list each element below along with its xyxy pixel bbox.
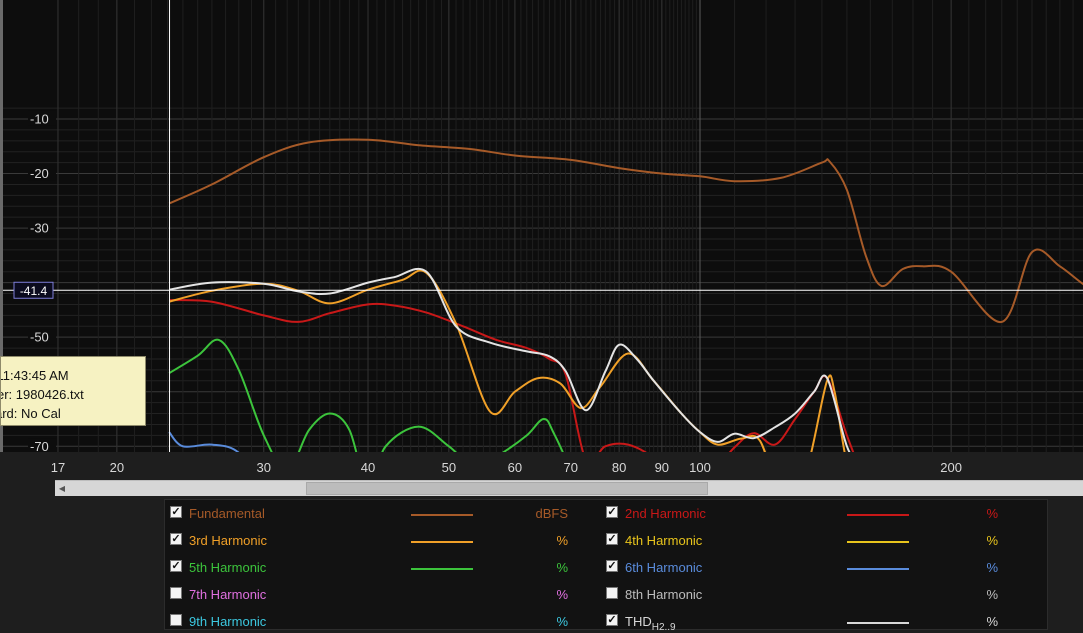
x-axis: 172030405060708090100200300400 — [0, 452, 1083, 480]
legend-swatch-thd — [847, 622, 909, 624]
legend-unit-6th-harmonic: % — [986, 560, 998, 575]
legend-swatch-3rd-harmonic — [411, 541, 473, 543]
legend-name-text: 5th Harmonic — [189, 560, 267, 575]
y-tick-bg — [28, 438, 56, 454]
y-tick-label: -50 — [30, 330, 49, 345]
legend-unit-9th-harmonic: % — [556, 614, 568, 629]
legend-label-fundamental: Fundamental — [189, 506, 265, 521]
legend-checkbox-fundamental[interactable]: ✓ — [170, 506, 182, 518]
y-tick-bg — [28, 329, 56, 345]
y-tick-label: -10 — [30, 111, 49, 126]
legend-item-4th-harmonic: ✓ 4th Harmonic% — [601, 530, 1041, 550]
legend-checkbox-6th-harmonic[interactable]: ✓ — [606, 560, 618, 572]
y-tick-label: -70 — [30, 439, 49, 454]
y-tick-bg — [28, 165, 56, 181]
legend-item-6th-harmonic: ✓ 6th Harmonic% — [601, 557, 1041, 577]
scrollbar-thumb[interactable] — [306, 482, 708, 495]
legend-label-6th-harmonic: 6th Harmonic — [625, 560, 702, 575]
cursor-y-readout-box — [13, 281, 54, 299]
x-tick-label: 40 — [361, 460, 375, 475]
legend-checkbox-3rd-harmonic[interactable]: ✓ — [170, 533, 182, 545]
x-tick-label: 50 — [442, 460, 456, 475]
legend-unit-3rd-harmonic: % — [556, 533, 568, 548]
series-thd-h2-9 — [168, 267, 874, 480]
cursor-tooltip: 2025 11:43:45 AM er: 1980426.txt ard: No… — [0, 356, 146, 426]
y-tick-bg — [28, 110, 56, 126]
legend-panel: ✓ Fundamental dBFS ✓ 3rd Harmonic% ✓ 5th Harmo… — [164, 499, 1048, 633]
legend-name-text: THD — [625, 614, 652, 629]
x-tick-label: 20 — [110, 460, 124, 475]
legend-checkbox-thd[interactable]: ✓ — [606, 614, 618, 626]
x-axis-band — [0, 452, 1083, 480]
legend-checkbox-9th-harmonic[interactable] — [170, 614, 182, 626]
legend-unit-2nd-harmonic: % — [986, 506, 998, 521]
legend-checkbox-4th-harmonic[interactable]: ✓ — [606, 533, 618, 545]
y-tick-bg — [28, 220, 56, 236]
legend-label-8th-harmonic: 8th Harmonic — [625, 587, 702, 602]
legend-checkbox-2nd-harmonic[interactable]: ✓ — [606, 506, 618, 518]
legend-swatch-4th-harmonic — [847, 541, 909, 543]
horizontal-scrollbar[interactable]: ◀ — [55, 480, 1083, 496]
legend-swatch-2nd-harmonic — [847, 514, 909, 516]
legend-swatch-5th-harmonic — [411, 568, 473, 570]
scroll-left-arrow-icon[interactable]: ◀ — [58, 484, 66, 493]
legend-label-thd: THDH2..9 — [625, 614, 676, 633]
x-tick-label: 90 — [655, 460, 669, 475]
tooltip-calibration: ard: No Cal — [0, 406, 61, 421]
legend-name-text: 6th Harmonic — [625, 560, 703, 575]
tooltip-filename: er: 1980426.txt — [0, 387, 84, 402]
x-tick-label: 30 — [257, 460, 271, 475]
legend-label-2nd-harmonic: 2nd Harmonic — [625, 506, 706, 521]
cursor-y-readout: -41.4 — [20, 284, 48, 298]
x-tick-label: 200 — [940, 460, 962, 475]
y-axis-bar — [0, 0, 3, 452]
legend-swatch-6th-harmonic — [847, 568, 909, 570]
legend-unit-5th-harmonic: % — [556, 560, 568, 575]
legend-item-5th-harmonic: ✓ 5th Harmonic% — [165, 557, 605, 577]
y-tick-label: -30 — [30, 221, 49, 236]
legend-name-text: Fundamental — [189, 506, 265, 521]
x-tick-label: 17 — [51, 460, 65, 475]
legend-unit-8th-harmonic: % — [986, 587, 998, 602]
legend-unit-fundamental: dBFS — [535, 506, 568, 521]
legend-item-3rd-harmonic: ✓ 3rd Harmonic% — [165, 530, 605, 550]
legend-name-text: 3rd Harmonic — [189, 533, 268, 548]
legend-name-text: 4th Harmonic — [625, 533, 703, 548]
legend-name-text: 7th Harmonic — [189, 587, 267, 602]
legend-name-subscript: H2..9 — [651, 622, 676, 633]
legend-name-text: 2nd Harmonic — [625, 506, 706, 521]
x-tick-label: 60 — [508, 460, 522, 475]
series-3rd-harmonic — [168, 269, 871, 480]
legend-item-2nd-harmonic: ✓ 2nd Harmonic% — [601, 503, 1041, 523]
legend-swatch-fundamental — [411, 514, 473, 516]
tooltip-timestamp: 2025 11:43:45 AM — [0, 368, 69, 383]
series-fundamental — [168, 138, 1083, 323]
plot-area — [2, 0, 1083, 452]
legend-unit-4th-harmonic: % — [986, 533, 998, 548]
legend-label-7th-harmonic: 7th Harmonic — [189, 587, 266, 602]
legend-name-text: 8th Harmonic — [625, 587, 703, 602]
legend-label-9th-harmonic: 9th Harmonic — [189, 614, 266, 629]
legend-label-3rd-harmonic: 3rd Harmonic — [189, 533, 267, 548]
legend-item-fundamental: ✓ Fundamental dBFS — [165, 503, 605, 523]
legend-item-thd: ✓ THDH2..9% — [601, 611, 1041, 633]
legend-unit-7th-harmonic: % — [556, 587, 568, 602]
legend-checkbox-5th-harmonic[interactable]: ✓ — [170, 560, 182, 572]
x-tick-label: 70 — [564, 460, 578, 475]
y-tick-label: -20 — [30, 166, 49, 181]
legend-item-8th-harmonic: 8th Harmonic% — [601, 584, 1041, 604]
x-tick-label: 100 — [689, 460, 711, 475]
legend-label-5th-harmonic: 5th Harmonic — [189, 560, 266, 575]
harmonic-distortion-plot[interactable]: -41.423.13 -10-20-30-50-60-70-80-90 1720… — [0, 0, 1083, 480]
legend-unit-thd: % — [986, 614, 998, 629]
legend-checkbox-7th-harmonic[interactable] — [170, 587, 182, 599]
legend-item-9th-harmonic: 9th Harmonic% — [165, 611, 605, 631]
legend-item-7th-harmonic: 7th Harmonic% — [165, 584, 605, 604]
legend-checkbox-8th-harmonic[interactable] — [606, 587, 618, 599]
x-tick-label: 80 — [612, 460, 626, 475]
legend-label-4th-harmonic: 4th Harmonic — [625, 533, 702, 548]
legend-name-text: 9th Harmonic — [189, 614, 267, 629]
